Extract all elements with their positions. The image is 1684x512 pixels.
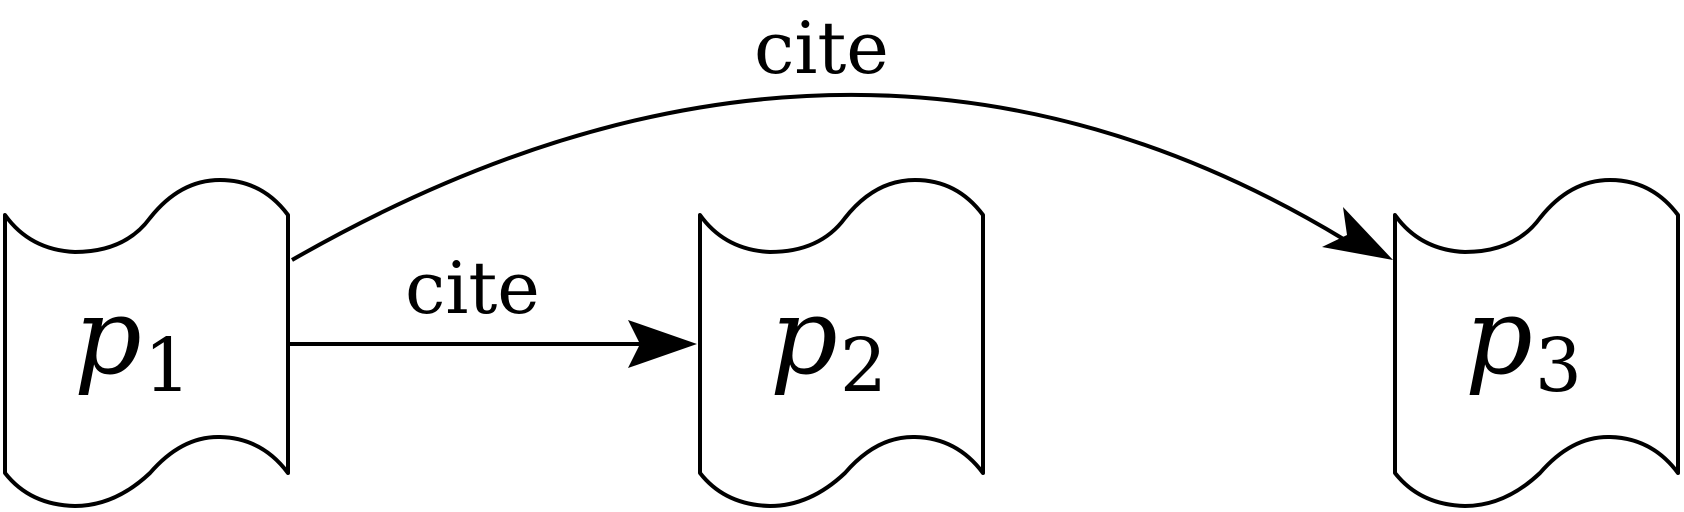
node-p1-label: p1: [74, 284, 191, 404]
edge-p1-p3-label: cite: [754, 6, 889, 90]
node-p1-shape: [3, 178, 290, 508]
node-p3-var: p: [1465, 275, 1533, 398]
node-p2-label: p2: [770, 284, 887, 404]
node-p3-subscript: 3: [1534, 323, 1582, 409]
node-p2-var: p: [770, 275, 838, 398]
edge-p1-p2-arrowhead: [628, 320, 697, 368]
edge-p1-p3-arrowhead: [1322, 207, 1393, 260]
node-p3-label: p3: [1465, 284, 1582, 404]
node-p1-subscript: 1: [143, 323, 191, 409]
node-p2-shape: [698, 178, 985, 508]
node-p3-shape: [1393, 178, 1680, 508]
node-p2-subscript: 2: [839, 323, 887, 409]
node-p1-var: p: [74, 275, 142, 398]
edge-p1-p2-label: cite: [405, 246, 540, 330]
edge-p1-p3-curve: [291, 92, 1347, 262]
